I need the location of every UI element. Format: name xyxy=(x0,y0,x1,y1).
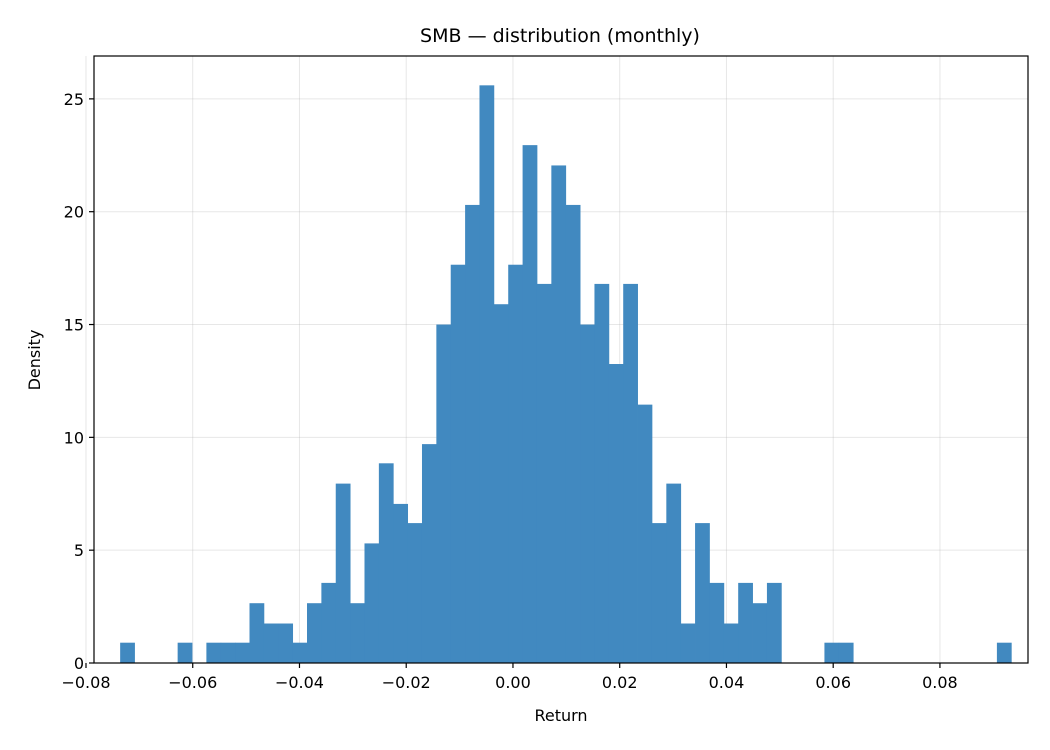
histogram-bar xyxy=(177,642,193,663)
histogram-bar xyxy=(421,444,437,663)
y-tick-label: 25 xyxy=(64,90,84,109)
histogram-bar xyxy=(393,503,409,663)
histogram-bar xyxy=(580,324,595,663)
y-tick-label: 15 xyxy=(64,316,84,335)
x-tick-label: −0.08 xyxy=(61,673,110,692)
histogram-bar xyxy=(335,483,351,663)
x-tick-label: −0.04 xyxy=(275,673,324,692)
plot-frame xyxy=(93,55,1029,664)
x-tick-label: −0.06 xyxy=(168,673,217,692)
x-tick-label: 0.04 xyxy=(709,673,745,692)
x-tick-label: 0.08 xyxy=(922,673,958,692)
histogram-bar xyxy=(594,283,610,663)
histogram-bar xyxy=(321,582,337,663)
x-axis-ticks: −0.08 −0.06 −0.04 −0.02 0.00 0.02 0.04 0.06 0.08 xyxy=(61,663,958,692)
histogram-bar xyxy=(292,642,308,663)
histogram-bar xyxy=(235,642,250,663)
histogram-bar xyxy=(263,623,279,663)
chart-title: SMB — distribution (monthly) xyxy=(420,25,700,47)
y-axis-label: Density xyxy=(25,330,44,391)
histogram-bar xyxy=(565,204,581,663)
histogram-bar xyxy=(450,264,466,663)
x-tick-label: 0.02 xyxy=(602,673,638,692)
histogram-bar xyxy=(479,85,495,663)
histogram-bar xyxy=(838,642,854,663)
y-tick-label: 0 xyxy=(74,654,84,673)
histogram-bar xyxy=(436,324,452,663)
histogram-bar xyxy=(364,543,380,663)
histogram-bars xyxy=(120,85,1012,664)
histogram-bar xyxy=(522,145,538,664)
histogram-bar xyxy=(709,582,725,663)
histogram-bar xyxy=(824,642,840,663)
y-tick-label: 5 xyxy=(74,541,84,560)
x-tick-label: −0.02 xyxy=(382,673,431,692)
histogram-bar xyxy=(307,603,322,663)
histogram-bar xyxy=(623,283,638,663)
histogram-bar xyxy=(206,642,222,663)
histogram-bar xyxy=(738,582,753,663)
histogram-bar xyxy=(220,642,236,663)
histogram-bar xyxy=(996,642,1012,663)
histogram-bar xyxy=(249,603,265,663)
y-axis-ticks: 0 5 10 15 20 25 xyxy=(64,90,94,673)
histogram-bar xyxy=(465,204,480,663)
histogram-bar xyxy=(407,523,423,663)
x-tick-label: 0.00 xyxy=(495,673,531,692)
histogram-bar xyxy=(508,264,523,663)
histogram-bar xyxy=(551,165,567,663)
histogram-bar xyxy=(723,623,739,663)
histogram-bar xyxy=(493,304,509,663)
histogram-bar xyxy=(680,623,696,663)
y-tick-label: 10 xyxy=(64,428,84,447)
histogram-bar xyxy=(766,582,782,663)
histogram-bar xyxy=(536,283,552,663)
histogram-bar xyxy=(350,603,365,663)
histogram-bar xyxy=(666,483,682,663)
histogram-bar xyxy=(637,404,653,663)
x-axis-label: Return xyxy=(534,706,587,725)
histogram-bar xyxy=(608,364,624,663)
y-tick-label: 20 xyxy=(64,203,84,222)
histogram-bar xyxy=(278,623,294,663)
histogram-bar xyxy=(695,523,710,663)
histogram-bar xyxy=(752,603,768,663)
histogram-bar xyxy=(378,463,394,663)
x-tick-label: 0.06 xyxy=(815,673,851,692)
histogram-bar xyxy=(651,523,667,663)
histogram-bar xyxy=(120,642,135,663)
